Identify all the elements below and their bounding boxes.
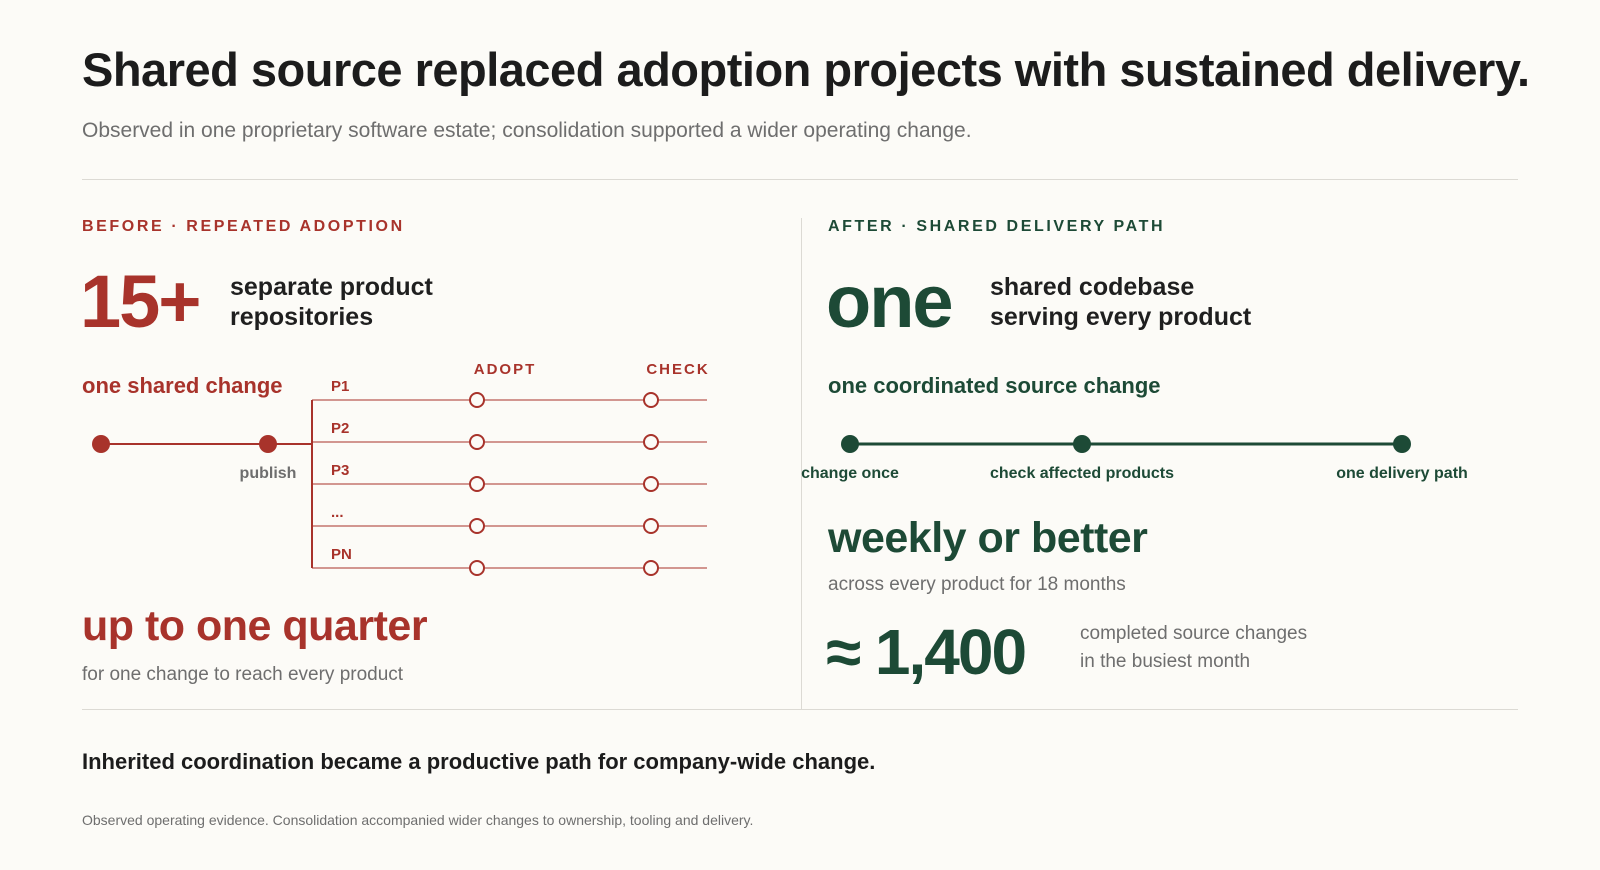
check-node <box>643 434 659 450</box>
after-headline-note: across every product for 18 months <box>828 574 1126 595</box>
after-kicker: AFTER · SHARED DELIVERY PATH <box>828 218 1166 235</box>
product-label: PN <box>331 546 352 563</box>
before-big-number: 15+ <box>80 260 202 343</box>
product-label: P2 <box>331 420 349 437</box>
delivery-step-label: change once <box>801 465 899 482</box>
adopt-node <box>469 518 485 534</box>
after-delivery-diagram: change once check affected products one de… <box>801 435 1468 482</box>
before-publish-label: publish <box>240 465 297 482</box>
before-fanout-diagram: publish ADOPT CHECK P1 P2 P3... PN <box>92 361 709 576</box>
header-divider <box>82 179 1518 180</box>
before-big-description-line2: repositories <box>230 303 374 331</box>
product-label: ... <box>331 504 344 521</box>
adopt-node <box>469 560 485 576</box>
delivery-step-dot <box>1073 435 1091 453</box>
before-flow-title: one shared change <box>82 373 283 398</box>
adopt-node <box>469 434 485 450</box>
after-flow-title: one coordinated source change <box>828 373 1161 398</box>
check-node <box>643 518 659 534</box>
check-node <box>643 476 659 492</box>
product-label: P3 <box>331 462 349 479</box>
after-metric-note-line1: completed source changes <box>1080 623 1308 644</box>
footer-divider <box>82 709 1518 710</box>
conclusion: Inherited coordination became a producti… <box>82 749 876 774</box>
after-headline: weekly or better <box>828 514 1148 562</box>
before-headline: up to one quarter <box>82 602 428 650</box>
before-big-description: separate product repositories <box>230 272 433 332</box>
after-big-description: shared codebase serving every product <box>990 272 1251 332</box>
after-metric-note-line2: in the busiest month <box>1080 651 1251 672</box>
before-big-description-line1: separate product <box>230 273 433 301</box>
adopt-node <box>469 476 485 492</box>
panel-divider <box>801 218 802 710</box>
after-big-description-line2: serving every product <box>990 303 1252 331</box>
before-headline-note: for one change to reach every product <box>82 664 404 685</box>
before-publish-dot <box>259 435 277 453</box>
after-metric: ≈ 1,400 <box>826 616 1027 688</box>
after-metric-note: completed source changes in the busiest … <box>1080 620 1307 676</box>
adopt-node <box>469 392 485 408</box>
after-big-number: one <box>826 260 954 343</box>
after-big-description-line1: shared codebase <box>990 273 1195 301</box>
delivery-step-label: one delivery path <box>1336 465 1468 482</box>
delivery-step-dot <box>841 435 859 453</box>
before-column-adopt: ADOPT <box>474 361 537 378</box>
before-column-check: CHECK <box>646 361 709 378</box>
page-title: Shared source replaced adoption projects… <box>82 43 1530 96</box>
check-node <box>643 392 659 408</box>
product-label: P1 <box>331 378 349 395</box>
check-node <box>643 560 659 576</box>
footnote: Observed operating evidence. Consolidati… <box>82 812 754 828</box>
before-origin-dot <box>92 435 110 453</box>
page-subtitle: Observed in one proprietary software est… <box>82 119 972 142</box>
delivery-step-dot <box>1393 435 1411 453</box>
before-kicker: BEFORE · REPEATED ADOPTION <box>82 218 405 235</box>
delivery-step-label: check affected products <box>990 465 1174 482</box>
